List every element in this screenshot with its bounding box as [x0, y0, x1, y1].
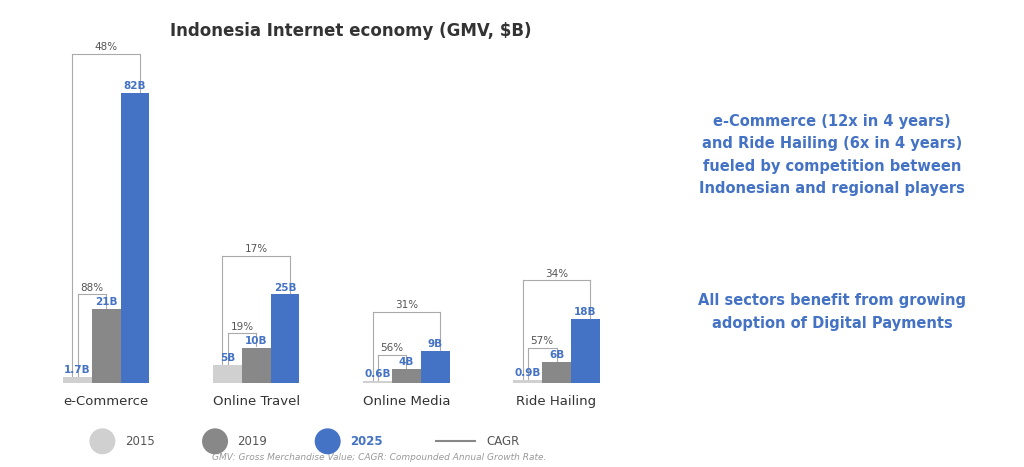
Text: Ride Hailing: Ride Hailing — [516, 396, 597, 408]
Bar — [421, 351, 450, 383]
Text: 31%: 31% — [395, 300, 418, 311]
Text: 5B: 5B — [220, 354, 236, 363]
Bar — [121, 93, 150, 383]
Bar — [92, 309, 121, 383]
Text: 17%: 17% — [245, 244, 268, 254]
Bar — [364, 381, 392, 383]
Text: 18B: 18B — [574, 307, 597, 318]
Text: e-Commerce (12x in 4 years)
and Ride Hailing (6x in 4 years)
fueled by competiti: e-Commerce (12x in 4 years) and Ride Hai… — [699, 114, 965, 196]
Text: 6B: 6B — [549, 350, 564, 360]
Text: 2015: 2015 — [125, 435, 155, 448]
Bar — [513, 380, 542, 383]
Bar — [213, 365, 242, 383]
Text: 25B: 25B — [273, 283, 296, 293]
Bar — [63, 377, 92, 383]
Text: 19%: 19% — [230, 322, 254, 332]
Text: 56%: 56% — [381, 343, 403, 353]
Text: 4B: 4B — [398, 357, 414, 367]
Bar — [571, 319, 600, 383]
Text: 2025: 2025 — [350, 435, 383, 448]
Text: 57%: 57% — [530, 336, 554, 346]
Text: Online Travel: Online Travel — [213, 396, 300, 408]
Text: 10B: 10B — [245, 336, 267, 346]
Bar — [242, 347, 270, 383]
Text: 9B: 9B — [428, 340, 442, 349]
Text: 1.7B: 1.7B — [65, 365, 91, 375]
Text: 0.6B: 0.6B — [365, 369, 391, 379]
Text: e-Commerce: e-Commerce — [63, 396, 148, 408]
Text: 48%: 48% — [94, 42, 118, 52]
Text: CAGR: CAGR — [486, 435, 519, 448]
Text: Online Media: Online Media — [362, 396, 451, 408]
Text: All sectors benefit from growing
adoption of Digital Payments: All sectors benefit from growing adoptio… — [698, 293, 966, 331]
Text: Indonesia Internet economy (GMV, $B): Indonesia Internet economy (GMV, $B) — [170, 21, 531, 40]
Text: 34%: 34% — [545, 269, 568, 278]
Bar — [270, 295, 299, 383]
Text: 82B: 82B — [124, 81, 146, 91]
Text: 2019: 2019 — [238, 435, 267, 448]
Text: 88%: 88% — [80, 283, 103, 293]
Text: 21B: 21B — [95, 297, 118, 307]
Text: 0.9B: 0.9B — [515, 368, 541, 378]
Text: GMV: Gross Merchandise Value; CAGR: Compounded Annual Growth Rate.: GMV: Gross Merchandise Value; CAGR: Comp… — [212, 453, 546, 462]
Bar — [542, 362, 571, 383]
Bar — [392, 369, 421, 383]
